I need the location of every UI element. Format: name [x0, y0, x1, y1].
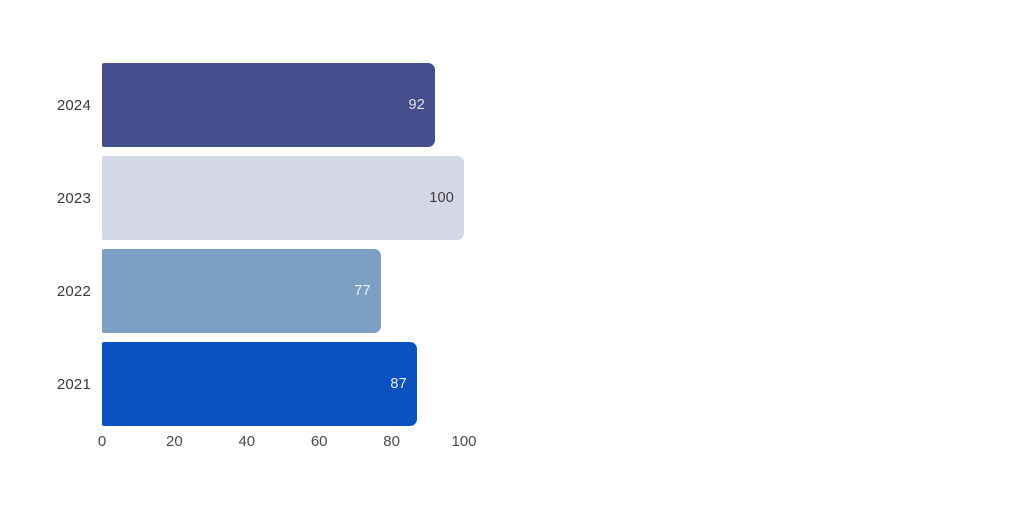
bar-row-2024: 2024 92: [0, 63, 464, 147]
bar-value-label: 92: [408, 97, 426, 113]
bar-row-2022: 2022 77: [0, 249, 464, 333]
y-axis-label: 2021: [56, 375, 91, 393]
y-axis-label: 2023: [56, 189, 91, 207]
bar-rows: 2024 92 2023 100 2022: [0, 63, 464, 426]
bar-value-label: 100: [429, 190, 454, 206]
x-axis-tick-label: 100: [451, 433, 477, 450]
x-axis-tick-label: 0: [97, 433, 107, 450]
bar-2021[interactable]: 87: [102, 342, 417, 426]
x-axis-tick-label: 80: [383, 433, 400, 450]
bar-row-2021: 2021 87: [0, 342, 464, 426]
bar-2022[interactable]: 77: [102, 249, 381, 333]
bar-track: 92: [102, 63, 464, 147]
bar-2023[interactable]: 100: [102, 156, 464, 240]
x-axis-tick-label: 60: [310, 433, 328, 450]
bar-value-label: 87: [390, 376, 407, 392]
bar-track: 100: [102, 156, 464, 240]
bar-2024[interactable]: 92: [102, 63, 436, 147]
x-axis-tick-label: 20: [166, 433, 183, 450]
y-axis-label: 2024: [56, 96, 91, 114]
bar-row-2023: 2023 100: [0, 156, 464, 240]
bar-value-label: 77: [354, 283, 371, 299]
x-axis-tick-label: 40: [238, 433, 256, 450]
x-axis: 0 20 40 60 80 100: [98, 433, 477, 453]
bar-track: 77: [102, 249, 464, 333]
y-axis-label: 2022: [56, 282, 91, 300]
bar-chart: 2024 92 2023 100 2022: [0, 0, 520, 470]
bar-track: 87: [102, 342, 464, 426]
